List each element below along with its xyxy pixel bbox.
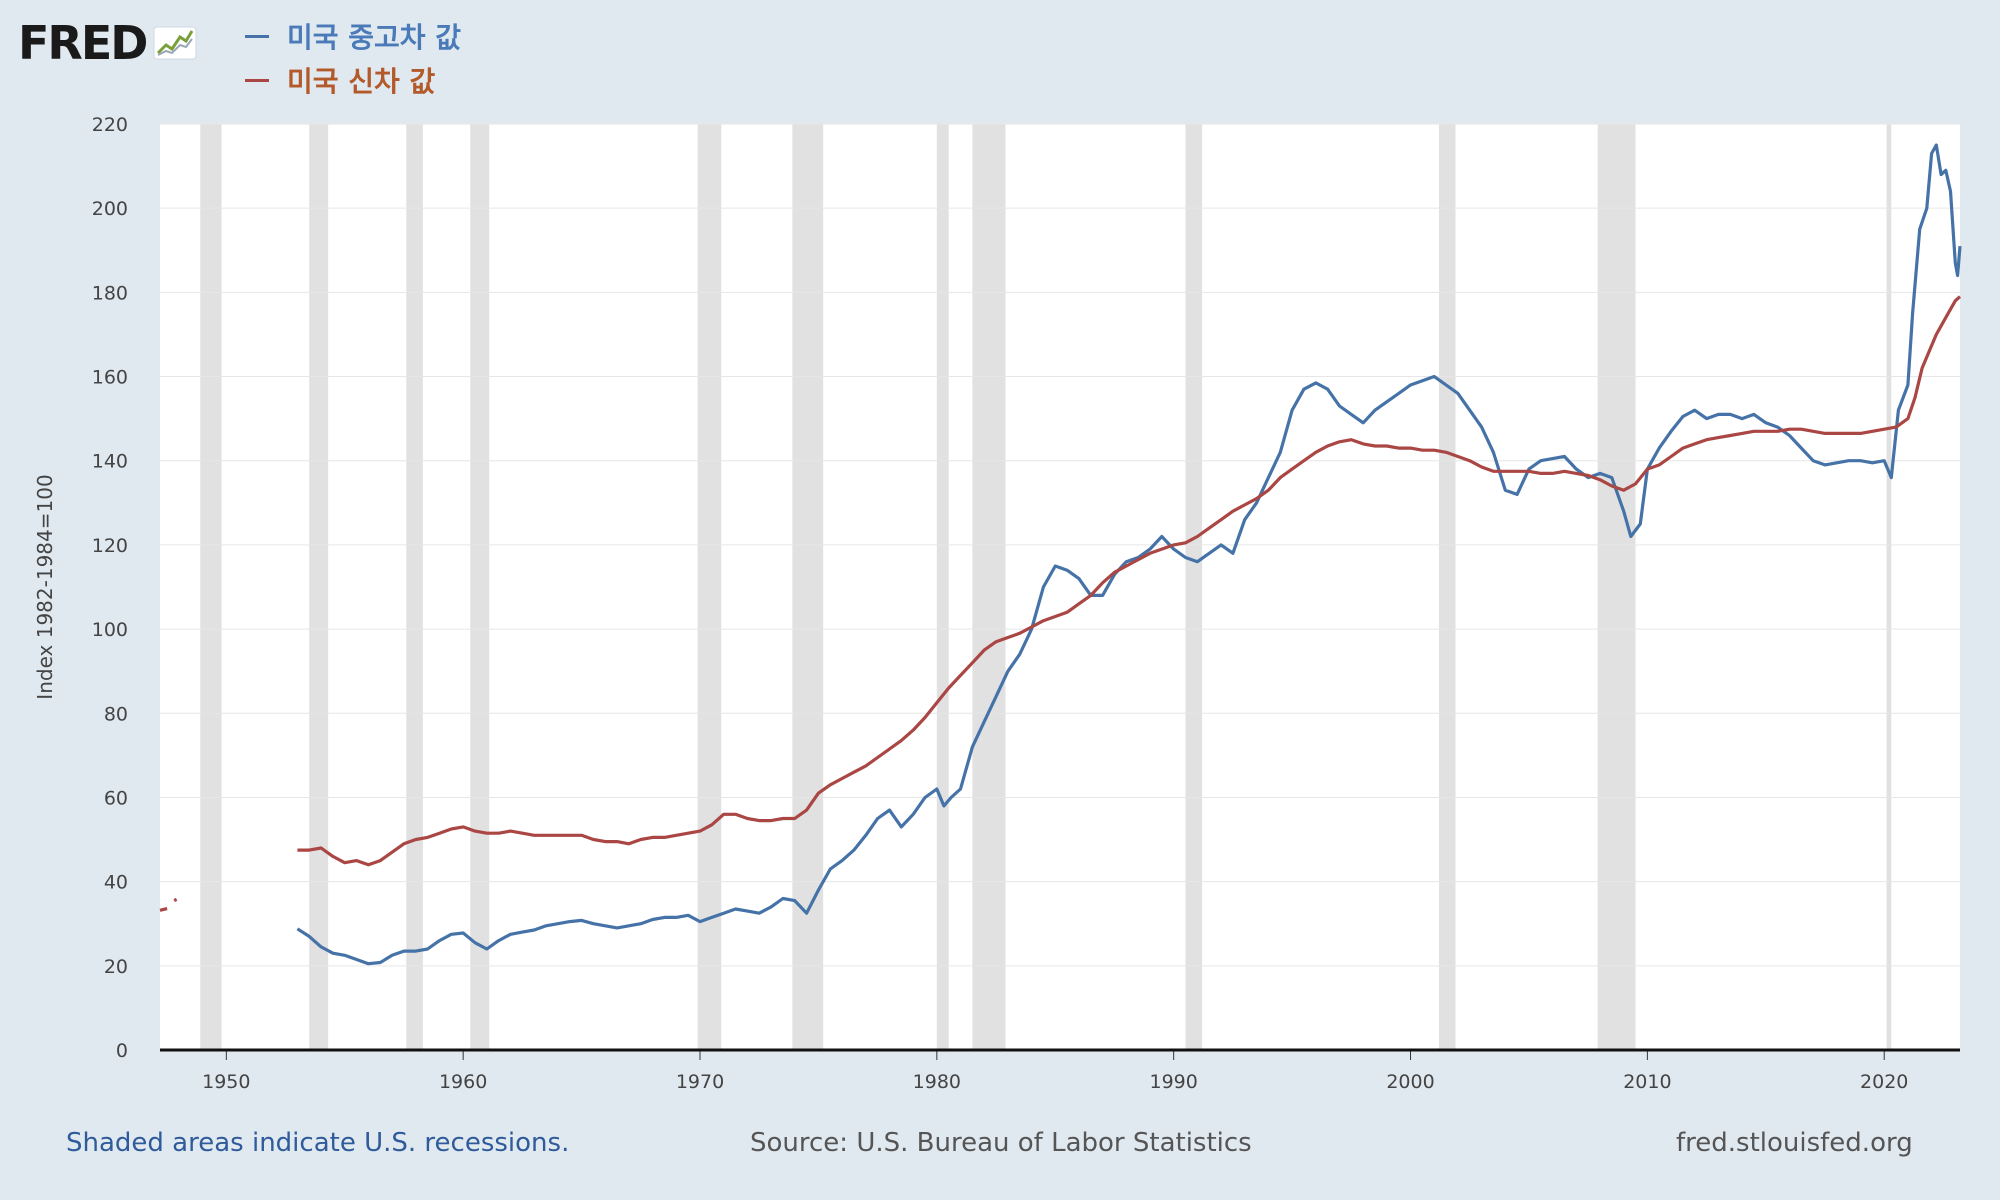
x-axis-ticks: 1950 1960 1970 1980 1990 2000 2010 2020 bbox=[202, 1050, 1908, 1093]
recession-band-7 bbox=[972, 124, 1006, 1050]
y-axis-title: Index 1982-1984=100 bbox=[33, 474, 57, 699]
recession-band-1 bbox=[309, 124, 329, 1050]
y-tick-label-180: 180 bbox=[92, 282, 128, 304]
series-lines bbox=[159, 143, 1962, 966]
y-tick-label-40: 40 bbox=[104, 872, 128, 894]
y-axis-ticks: 0 20 40 60 80 100 120 140 160 180 200 220 bbox=[92, 114, 128, 1062]
recession-band-6 bbox=[936, 124, 949, 1050]
series-line-new-0 bbox=[159, 907, 168, 912]
recession-shading bbox=[200, 124, 1892, 1050]
legend-label-used: 미국 중고차 값 bbox=[287, 21, 462, 54]
y-tick-label-100: 100 bbox=[92, 619, 128, 641]
recession-band-2 bbox=[406, 124, 423, 1050]
recession-note: Shaded areas indicate U.S. recessions. bbox=[66, 1128, 570, 1158]
x-tick-label-1980: 1980 bbox=[913, 1071, 961, 1093]
x-tick-label-1970: 1970 bbox=[676, 1071, 724, 1093]
y-tick-label-0: 0 bbox=[116, 1040, 128, 1062]
series-line-used-0 bbox=[296, 143, 1962, 966]
y-tick-label-200: 200 bbox=[92, 198, 128, 220]
recession-band-0 bbox=[200, 124, 222, 1050]
x-tick-label-1960: 1960 bbox=[439, 1071, 487, 1093]
legend-swatch-new bbox=[245, 78, 269, 82]
plot-background bbox=[160, 124, 1960, 1050]
site-link[interactable]: fred.stlouisfed.org bbox=[1676, 1128, 1913, 1158]
legend-item-used[interactable]: 미국 중고차 값 bbox=[245, 16, 461, 56]
x-tick-label-2020: 2020 bbox=[1860, 1071, 1908, 1093]
series-line-new-2 bbox=[297, 295, 1962, 867]
recession-band-5 bbox=[792, 124, 824, 1050]
recession-band-9 bbox=[1438, 124, 1456, 1050]
x-tick-label-2010: 2010 bbox=[1623, 1071, 1671, 1093]
recession-band-8 bbox=[1185, 124, 1203, 1050]
fred-logo[interactable]: FRED bbox=[18, 16, 198, 70]
y-tick-label-220: 220 bbox=[92, 114, 128, 136]
y-tick-label-20: 20 bbox=[104, 956, 128, 978]
y-tick-label-80: 80 bbox=[104, 703, 128, 725]
grid-lines bbox=[160, 123, 1960, 967]
y-tick-label-60: 60 bbox=[104, 787, 128, 809]
x-tick-label-1990: 1990 bbox=[1150, 1071, 1198, 1093]
y-tick-label-160: 160 bbox=[92, 367, 128, 389]
x-tick-label-2000: 2000 bbox=[1386, 1071, 1434, 1093]
series-line-new-1 bbox=[173, 897, 178, 903]
recession-band-10 bbox=[1597, 124, 1636, 1050]
legend-label-new: 미국 신차 값 bbox=[287, 65, 436, 98]
fred-logo-text: FRED bbox=[18, 16, 148, 70]
legend-swatch-used bbox=[245, 34, 269, 38]
legend-item-new[interactable]: 미국 신차 값 bbox=[245, 60, 435, 100]
recession-band-11 bbox=[1886, 124, 1892, 1050]
source-note: Source: U.S. Bureau of Labor Statistics bbox=[750, 1128, 1252, 1158]
y-tick-label-140: 140 bbox=[92, 451, 128, 473]
trend-chart-icon bbox=[153, 26, 197, 60]
recession-band-4 bbox=[697, 124, 722, 1050]
recession-band-3 bbox=[470, 124, 490, 1050]
x-tick-label-1950: 1950 bbox=[202, 1071, 250, 1093]
y-tick-label-120: 120 bbox=[92, 535, 128, 557]
